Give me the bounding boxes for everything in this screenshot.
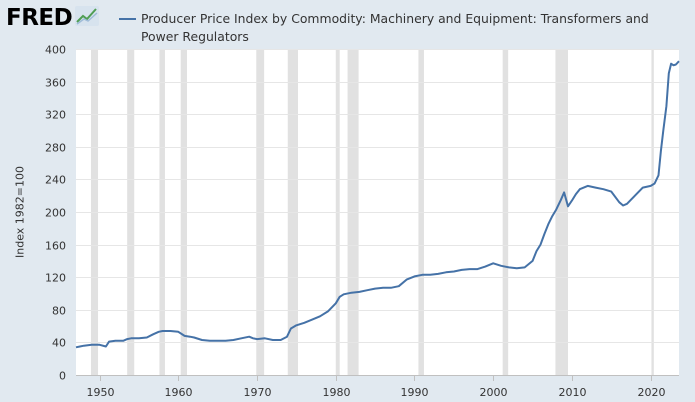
x-tick-label: 1980 [323, 386, 351, 399]
logo-text: FRED [6, 5, 73, 31]
y-axis-label: Index 1982=100 [13, 166, 27, 258]
x-tick-label: 1950 [87, 386, 115, 399]
x-axis-ticks: 1950 1960 1970 1980 1990 2000 2010 2020 [87, 375, 666, 399]
fred-chart-icon [75, 6, 100, 30]
y-tick-label: 280 [45, 142, 66, 155]
x-tick-label: 1990 [401, 386, 429, 399]
y-tick-label: 40 [52, 337, 66, 350]
x-tick-label: 1960 [165, 386, 193, 399]
y-tick-label: 320 [45, 109, 66, 122]
x-tick-label: 2000 [480, 386, 508, 399]
y-tick-label: 360 [45, 77, 66, 90]
y-tick-label: 0 [59, 370, 66, 383]
fred-logo[interactable]: FRED [6, 5, 100, 31]
y-tick-label: 160 [45, 240, 66, 253]
legend-swatch [119, 18, 136, 20]
y-tick-label: 200 [45, 207, 66, 220]
x-tick-label: 1970 [244, 386, 272, 399]
chart-title: Producer Price Index by Commodity: Machi… [141, 11, 649, 44]
y-axis-ticks: 0 40 80 120 160 200 240 280 320 360 400 [45, 44, 66, 383]
y-tick-label: 80 [52, 305, 66, 318]
gridlines [76, 49, 679, 343]
y-tick-label: 240 [45, 174, 66, 187]
y-tick-label: 400 [45, 44, 66, 57]
x-tick-label: 2010 [559, 386, 587, 399]
chart-legend: Producer Price Index by Commodity: Machi… [119, 10, 679, 46]
x-tick-label: 2020 [638, 386, 666, 399]
series-line [75, 60, 680, 349]
y-tick-label: 120 [45, 272, 66, 285]
